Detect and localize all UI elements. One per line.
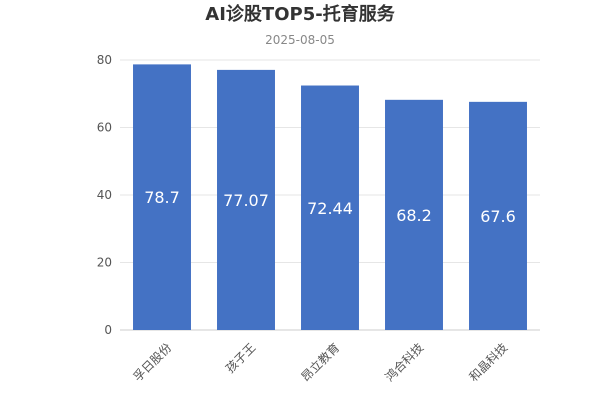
bar[interactable] <box>133 64 191 330</box>
x-tick-label: 孩子王 <box>223 340 258 375</box>
bar-value-label: 78.7 <box>144 188 180 207</box>
bar-value-label: 77.07 <box>223 191 269 210</box>
bar-value-label: 72.44 <box>307 199 353 218</box>
x-tick-label: 和晶科技 <box>466 340 510 384</box>
bar-value-labels: 78.7 77.07 72.44 68.2 67.6 <box>144 188 516 226</box>
x-tick-label: 鸿合科技 <box>382 340 427 385</box>
bars <box>133 64 527 331</box>
y-tick-label: 40 <box>97 188 112 202</box>
bar[interactable] <box>385 99 443 330</box>
bar-value-label: 67.6 <box>480 207 516 226</box>
chart-subtitle: 2025-08-05 <box>265 33 335 47</box>
x-tick-label: 孚日股份 <box>130 340 174 384</box>
chart-title: AI诊股TOP5-托育服务 <box>205 3 395 25</box>
y-tick-label: 20 <box>97 256 112 270</box>
y-tick-label: 0 <box>104 323 112 337</box>
x-tick-label: 昂立教育 <box>298 340 343 385</box>
x-axis-ticks: 孚日股份 孩子王 昂立教育 鸿合科技 和晶科技 <box>130 340 510 385</box>
y-axis-ticks: 0 20 40 60 80 <box>97 53 112 337</box>
bar[interactable] <box>217 69 275 331</box>
bar[interactable] <box>469 101 527 330</box>
bar[interactable] <box>301 85 359 330</box>
bar-value-label: 68.2 <box>396 206 432 225</box>
y-tick-label: 80 <box>97 53 112 67</box>
y-tick-label: 60 <box>97 121 112 135</box>
